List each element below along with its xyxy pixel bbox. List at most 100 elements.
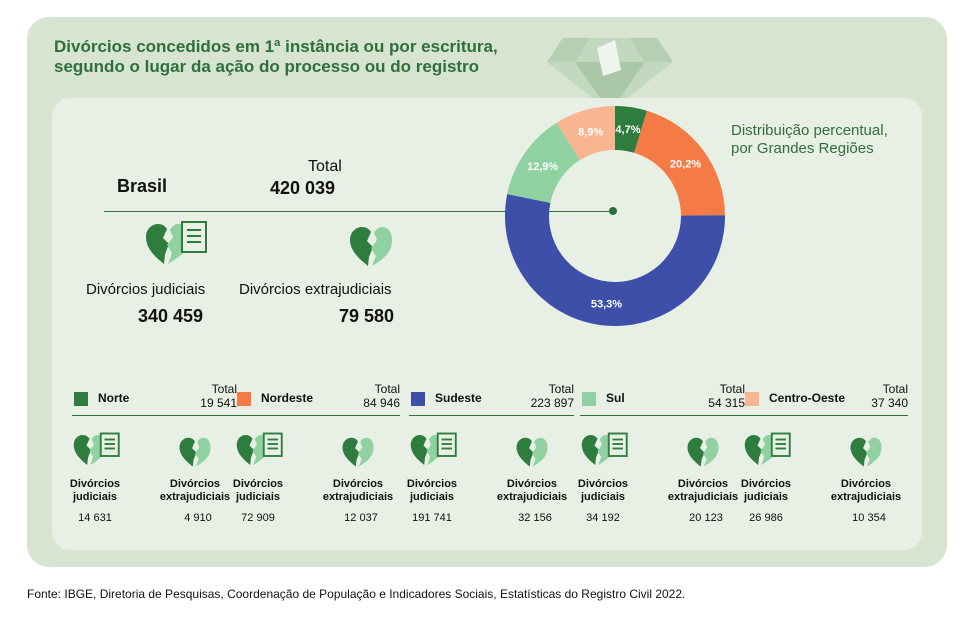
brasil-extrajudiciais-value: 79 580 bbox=[339, 306, 395, 326]
region-judiciais-line-2: judiciais bbox=[72, 491, 118, 503]
region-total-value: 54 315 bbox=[708, 396, 745, 410]
region-extrajudiciais-line-2: extrajudiciais bbox=[322, 491, 394, 503]
broken-heart-document-icon bbox=[581, 432, 628, 465]
connector-line bbox=[104, 211, 614, 212]
region-judiciais-label: Divórcios judiciais bbox=[397, 478, 467, 504]
brasil-judiciais-label: Divórcios judiciais bbox=[86, 281, 206, 298]
region-divider bbox=[72, 415, 237, 416]
region-extrajudiciais-line-1: Divórcios bbox=[169, 478, 221, 490]
region-total-label: Total bbox=[719, 382, 745, 396]
region-judiciais-line-1: Divórcios bbox=[232, 478, 284, 490]
broken-heart-document-icon bbox=[146, 221, 207, 264]
region-judiciais-value: 72 909 bbox=[241, 512, 275, 524]
broken-heart-icon bbox=[850, 437, 882, 467]
region-judiciais-line-2: judiciais bbox=[235, 491, 281, 503]
region-judiciais-line-1: Divórcios bbox=[740, 478, 792, 490]
brasil-total-label: Total bbox=[308, 158, 342, 175]
broken-heart-icon bbox=[687, 437, 719, 467]
region-divider bbox=[743, 415, 908, 416]
donut-slice-nordeste bbox=[634, 110, 725, 216]
region-total-value: 37 340 bbox=[871, 396, 908, 410]
title-line-2: segundo o lugar da ação do processo ou d… bbox=[54, 57, 480, 76]
region-block: Centro-Oeste Total 37 340 Divórcios judi… bbox=[741, 382, 909, 532]
region-extrajudiciais-line-1: Divórcios bbox=[677, 478, 729, 490]
brasil-extrajudiciais-label: Divórcios extrajudiciais bbox=[239, 281, 392, 298]
region-extrajudiciais-line-2: extrajudiciais bbox=[667, 491, 739, 503]
region-judiciais-line-2: judiciais bbox=[580, 491, 626, 503]
region-judiciais-line-1: Divórcios bbox=[406, 478, 458, 490]
distribution-title-line-2: por Grandes Regiões bbox=[731, 140, 874, 157]
region-divider bbox=[580, 415, 745, 416]
region-extrajudiciais-value: 4 910 bbox=[184, 512, 212, 524]
broken-heart-document-icon bbox=[73, 432, 120, 465]
donut-slice-sul bbox=[507, 122, 580, 203]
region-judiciais-value: 14 631 bbox=[78, 512, 112, 524]
brasil-label: Brasil bbox=[117, 176, 168, 196]
region-name: Sul bbox=[606, 391, 625, 405]
region-judiciais-label: Divórcios judiciais bbox=[60, 478, 130, 504]
broken-heart-document-icon bbox=[410, 432, 457, 465]
region-extrajudiciais-line-1: Divórcios bbox=[506, 478, 558, 490]
region-swatch bbox=[582, 392, 596, 406]
distribution-title-line-1: Distribuição percentual, bbox=[731, 122, 888, 139]
region-extrajudiciais-label: Divórcios extrajudiciais bbox=[823, 478, 909, 504]
region-extrajudiciais-line-2: extrajudiciais bbox=[159, 491, 231, 503]
region-extrajudiciais-line-2: extrajudiciais bbox=[830, 491, 902, 503]
broken-heart-icon bbox=[179, 437, 211, 467]
region-block: Norte Total 19 541 Divórcios judiciais bbox=[70, 382, 237, 532]
region-judiciais-label: Divórcios judiciais bbox=[223, 478, 293, 504]
donut-slice-centro-oeste bbox=[556, 106, 615, 161]
region-judiciais-value: 26 986 bbox=[749, 512, 783, 524]
diamond-icon bbox=[547, 38, 673, 112]
region-total-value: 223 897 bbox=[530, 396, 574, 410]
region-total-label: Total bbox=[882, 382, 908, 396]
broken-heart-icon bbox=[516, 437, 548, 467]
donut-slice-sudeste bbox=[504, 194, 725, 327]
chart-title: Divórcios concedidos em 1ª instância ou … bbox=[54, 37, 498, 77]
region-extrajudiciais-line-1: Divórcios bbox=[840, 478, 892, 490]
region-total-value: 19 541 bbox=[200, 396, 237, 410]
broken-heart-document-icon bbox=[744, 432, 791, 465]
donut-label-sudeste: 53,3% bbox=[591, 299, 622, 311]
region-swatch bbox=[74, 392, 88, 406]
brasil-judiciais-value: 340 459 bbox=[138, 306, 204, 326]
region-name: Nordeste bbox=[261, 391, 314, 405]
region-name: Sudeste bbox=[435, 391, 482, 405]
region-name: Norte bbox=[98, 391, 130, 405]
region-judiciais-label: Divórcios judiciais bbox=[731, 478, 801, 504]
region-total-value: 84 946 bbox=[363, 396, 400, 410]
region-divider bbox=[409, 415, 574, 416]
region-divider bbox=[235, 415, 400, 416]
broken-heart-icon bbox=[342, 437, 374, 467]
source-note: Fonte: IBGE, Diretoria de Pesquisas, Coo… bbox=[27, 587, 686, 601]
region-extrajudiciais-label: Divórcios extrajudiciais bbox=[489, 478, 575, 504]
connector-dot bbox=[609, 207, 617, 215]
region-extrajudiciais-value: 20 123 bbox=[689, 512, 723, 524]
region-extrajudiciais-label: Divórcios extrajudiciais bbox=[660, 478, 746, 504]
donut-label-sul: 12,9% bbox=[527, 161, 558, 173]
region-extrajudiciais-line-2: extrajudiciais bbox=[496, 491, 568, 503]
region-block: Sudeste Total 223 897 Divórcios judiciai… bbox=[407, 382, 575, 532]
title-line-1: Divórcios concedidos em 1ª instância ou … bbox=[54, 37, 498, 56]
donut-label-norte: 4,7% bbox=[615, 124, 640, 136]
content-panel bbox=[52, 98, 922, 550]
region-judiciais-line-2: judiciais bbox=[409, 491, 455, 503]
donut-label-nordeste: 20,2% bbox=[670, 158, 701, 170]
brasil-total-value: 420 039 bbox=[270, 178, 336, 198]
region-total-label: Total bbox=[211, 382, 237, 396]
region-total-label: Total bbox=[548, 382, 574, 396]
region-block: Sul Total 54 315 Divórcios judiciais bbox=[578, 382, 746, 532]
region-extrajudiciais-line-1: Divórcios bbox=[332, 478, 384, 490]
donut-label-centro-oeste: 8,9% bbox=[578, 126, 603, 138]
donut-chart: 4,7% 20,2% 53,3% 12,9% 8,9% bbox=[504, 106, 725, 327]
broken-heart-icon bbox=[350, 227, 392, 266]
region-judiciais-value: 191 741 bbox=[412, 512, 452, 524]
region-extrajudiciais-value: 12 037 bbox=[344, 512, 378, 524]
donut-slice-norte bbox=[615, 106, 648, 153]
region-judiciais-label: Divórcios judiciais bbox=[568, 478, 638, 504]
region-judiciais-line-2: judiciais bbox=[743, 491, 789, 503]
region-swatch bbox=[237, 392, 251, 406]
region-judiciais-value: 34 192 bbox=[586, 512, 620, 524]
region-swatch bbox=[745, 392, 759, 406]
region-block: Nordeste Total 84 946 Divórcios judiciai… bbox=[233, 382, 400, 532]
